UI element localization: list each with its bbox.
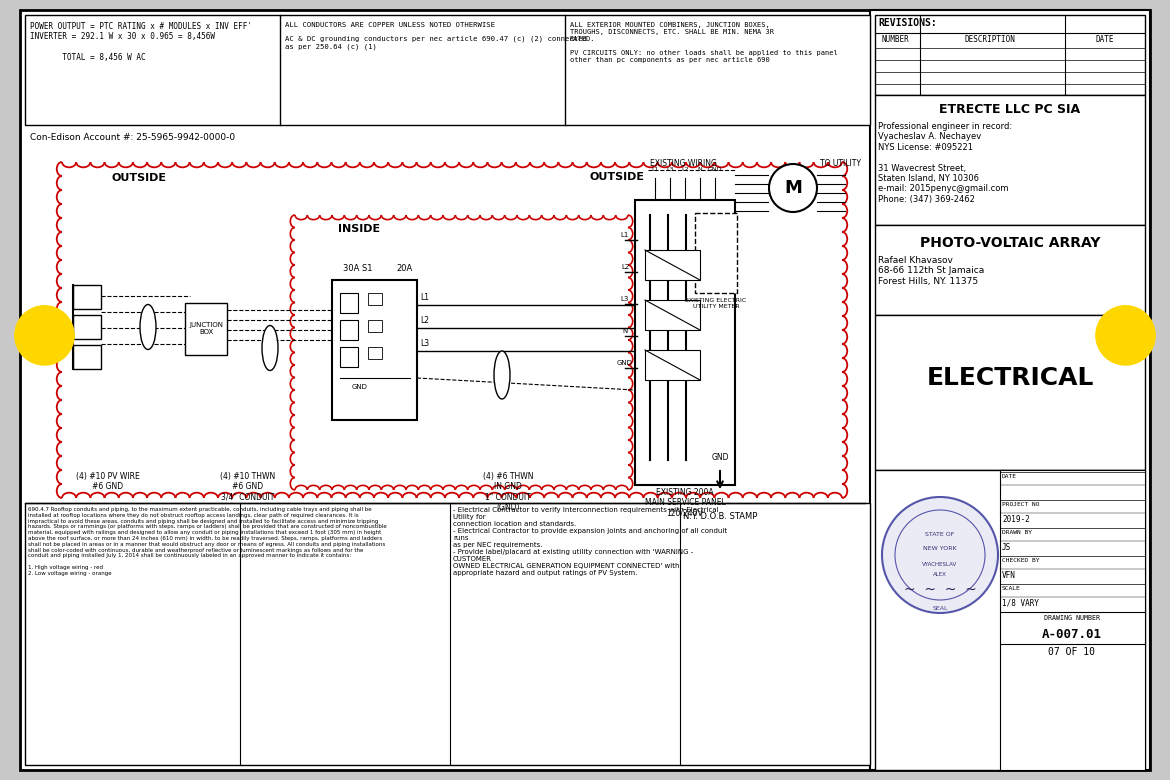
Text: N: N bbox=[622, 328, 627, 334]
FancyBboxPatch shape bbox=[645, 250, 700, 280]
Text: Rafael Khavasov
68-66 112th St Jamaica
Forest Hills, NY. 11375: Rafael Khavasov 68-66 112th St Jamaica F… bbox=[878, 256, 984, 285]
Text: L2: L2 bbox=[681, 167, 689, 172]
FancyBboxPatch shape bbox=[875, 225, 1145, 315]
Text: VFN: VFN bbox=[1002, 571, 1016, 580]
Text: (4) #10 THWN
#6 GND
3/4" CONDUIT: (4) #10 THWN #6 GND 3/4" CONDUIT bbox=[220, 472, 276, 502]
Text: OUTSIDE: OUTSIDE bbox=[112, 173, 167, 183]
Text: REVISIONS:: REVISIONS: bbox=[878, 18, 937, 28]
Text: L3: L3 bbox=[666, 167, 674, 172]
FancyBboxPatch shape bbox=[369, 320, 381, 332]
Text: ALEX: ALEX bbox=[932, 572, 947, 576]
Text: (4) #6 THWN
IN GND
1" CONDUIT
(GND): (4) #6 THWN IN GND 1" CONDUIT (GND) bbox=[483, 472, 534, 512]
Text: EXISTING WIRING: EXISTING WIRING bbox=[651, 158, 717, 168]
Text: DRAWN BY: DRAWN BY bbox=[1002, 530, 1032, 535]
Text: GND: GND bbox=[617, 360, 633, 366]
FancyBboxPatch shape bbox=[645, 300, 700, 330]
Text: SCALE: SCALE bbox=[1002, 586, 1020, 591]
Text: L2: L2 bbox=[420, 316, 429, 325]
Text: L3: L3 bbox=[621, 296, 629, 302]
Text: Professional engineer in record:
Vyacheslav A. Nechayev
NYS License: #095221

31: Professional engineer in record: Vyaches… bbox=[878, 122, 1012, 204]
FancyBboxPatch shape bbox=[20, 10, 1150, 770]
FancyBboxPatch shape bbox=[332, 280, 417, 420]
Text: STATE OF: STATE OF bbox=[925, 533, 955, 537]
Text: ~  ~  ~  ~: ~ ~ ~ ~ bbox=[903, 583, 977, 597]
Text: 1/8 VARY: 1/8 VARY bbox=[1002, 599, 1039, 608]
FancyBboxPatch shape bbox=[25, 503, 870, 765]
FancyBboxPatch shape bbox=[369, 347, 381, 359]
Text: GND: GND bbox=[711, 453, 729, 462]
FancyBboxPatch shape bbox=[340, 320, 358, 340]
FancyBboxPatch shape bbox=[875, 470, 1145, 770]
Text: INSIDE: INSIDE bbox=[338, 224, 380, 234]
Text: JS: JS bbox=[1002, 543, 1011, 552]
Text: NUMBER: NUMBER bbox=[881, 35, 909, 44]
Text: L1: L1 bbox=[621, 232, 629, 238]
FancyBboxPatch shape bbox=[875, 15, 1145, 95]
FancyBboxPatch shape bbox=[340, 293, 358, 313]
Text: DESCRIPTION: DESCRIPTION bbox=[964, 35, 1016, 44]
FancyBboxPatch shape bbox=[73, 285, 101, 309]
Text: PROJECT NO: PROJECT NO bbox=[1002, 502, 1039, 507]
Circle shape bbox=[769, 164, 817, 212]
Text: N.Y. D.O.B. STAMP: N.Y. D.O.B. STAMP bbox=[683, 512, 757, 521]
FancyBboxPatch shape bbox=[1000, 470, 1145, 770]
Text: SEAL: SEAL bbox=[932, 605, 948, 611]
Text: M: M bbox=[784, 179, 801, 197]
FancyBboxPatch shape bbox=[185, 303, 227, 355]
FancyBboxPatch shape bbox=[695, 213, 737, 293]
Circle shape bbox=[882, 497, 998, 613]
FancyBboxPatch shape bbox=[369, 293, 381, 305]
Text: PHOTO-VOLTAIC ARRAY: PHOTO-VOLTAIC ARRAY bbox=[920, 236, 1100, 250]
Ellipse shape bbox=[140, 304, 156, 349]
Text: VYACHESLAV: VYACHESLAV bbox=[922, 562, 957, 568]
Text: DATE: DATE bbox=[1002, 474, 1017, 479]
FancyBboxPatch shape bbox=[25, 15, 870, 125]
Text: DRAWING NUMBER: DRAWING NUMBER bbox=[1044, 615, 1100, 621]
FancyBboxPatch shape bbox=[635, 200, 735, 485]
Text: ALL CONDUCTORS ARE COPPER UNLESS NOTED OTHERWISE

AC & DC grounding conductors p: ALL CONDUCTORS ARE COPPER UNLESS NOTED O… bbox=[285, 22, 587, 50]
Text: 20A: 20A bbox=[397, 264, 413, 273]
Text: L2: L2 bbox=[621, 264, 629, 270]
FancyBboxPatch shape bbox=[645, 350, 700, 380]
Text: 2019-2: 2019-2 bbox=[1002, 515, 1030, 524]
Text: GND: GND bbox=[352, 384, 367, 390]
Text: ELECTRICAL: ELECTRICAL bbox=[927, 366, 1094, 390]
Text: TO UTILITY: TO UTILITY bbox=[820, 158, 861, 168]
Text: L1: L1 bbox=[420, 293, 429, 302]
Ellipse shape bbox=[494, 351, 510, 399]
Text: 07 OF 10: 07 OF 10 bbox=[1048, 647, 1095, 657]
Text: EXISTING 200A
MAIN SERVICE PANEL
120/240V: EXISTING 200A MAIN SERVICE PANEL 120/240… bbox=[645, 488, 725, 518]
Text: OUTSIDE: OUTSIDE bbox=[590, 172, 645, 182]
FancyBboxPatch shape bbox=[875, 315, 1145, 470]
FancyBboxPatch shape bbox=[875, 95, 1145, 225]
Text: N: N bbox=[697, 167, 702, 172]
Text: DATE: DATE bbox=[1096, 35, 1114, 44]
FancyBboxPatch shape bbox=[340, 347, 358, 367]
Text: - Electrical Contractor to verify Interconnection requirements with Electrical
U: - Electrical Contractor to verify Interc… bbox=[453, 507, 727, 576]
Text: 690.4.7 Rooftop conduits and piping, to the maximum extent practicable, conduits: 690.4.7 Rooftop conduits and piping, to … bbox=[28, 507, 387, 576]
FancyBboxPatch shape bbox=[73, 315, 101, 339]
Text: L1: L1 bbox=[652, 167, 659, 172]
FancyBboxPatch shape bbox=[870, 10, 1150, 770]
Circle shape bbox=[1096, 306, 1155, 365]
Text: ETRECTE LLC PC SIA: ETRECTE LLC PC SIA bbox=[940, 103, 1081, 116]
Text: ALL EXTERIOR MOUNTED COMBINERS, JUNCTION BOXES,
TROUGHS, DISCONNECTS, ETC. SHALL: ALL EXTERIOR MOUNTED COMBINERS, JUNCTION… bbox=[570, 22, 838, 63]
FancyBboxPatch shape bbox=[73, 345, 101, 369]
Text: NEW YORK: NEW YORK bbox=[923, 545, 957, 551]
Text: EXISTING ELECTRIC
UTILITY METER: EXISTING ELECTRIC UTILITY METER bbox=[686, 298, 746, 309]
Text: Con-Edison Account #: 25-5965-9942-0000-0: Con-Edison Account #: 25-5965-9942-0000-… bbox=[30, 133, 235, 142]
Text: L3: L3 bbox=[420, 339, 429, 348]
Text: A-007.01: A-007.01 bbox=[1042, 628, 1102, 641]
Circle shape bbox=[15, 306, 74, 365]
Text: JUNCTION
BOX: JUNCTION BOX bbox=[190, 322, 223, 335]
Text: (4) #10 PV WIRE
#6 GND: (4) #10 PV WIRE #6 GND bbox=[76, 472, 140, 491]
Text: CHECKED BY: CHECKED BY bbox=[1002, 558, 1039, 563]
Text: POWER OUTPUT = PTC RATING x # MODULES x INV EFF'
INVERTER = 292.1 W x 30 x 0.965: POWER OUTPUT = PTC RATING x # MODULES x … bbox=[30, 22, 252, 62]
Text: GND: GND bbox=[708, 167, 722, 172]
Ellipse shape bbox=[262, 325, 278, 370]
Text: 30A S1: 30A S1 bbox=[343, 264, 373, 273]
